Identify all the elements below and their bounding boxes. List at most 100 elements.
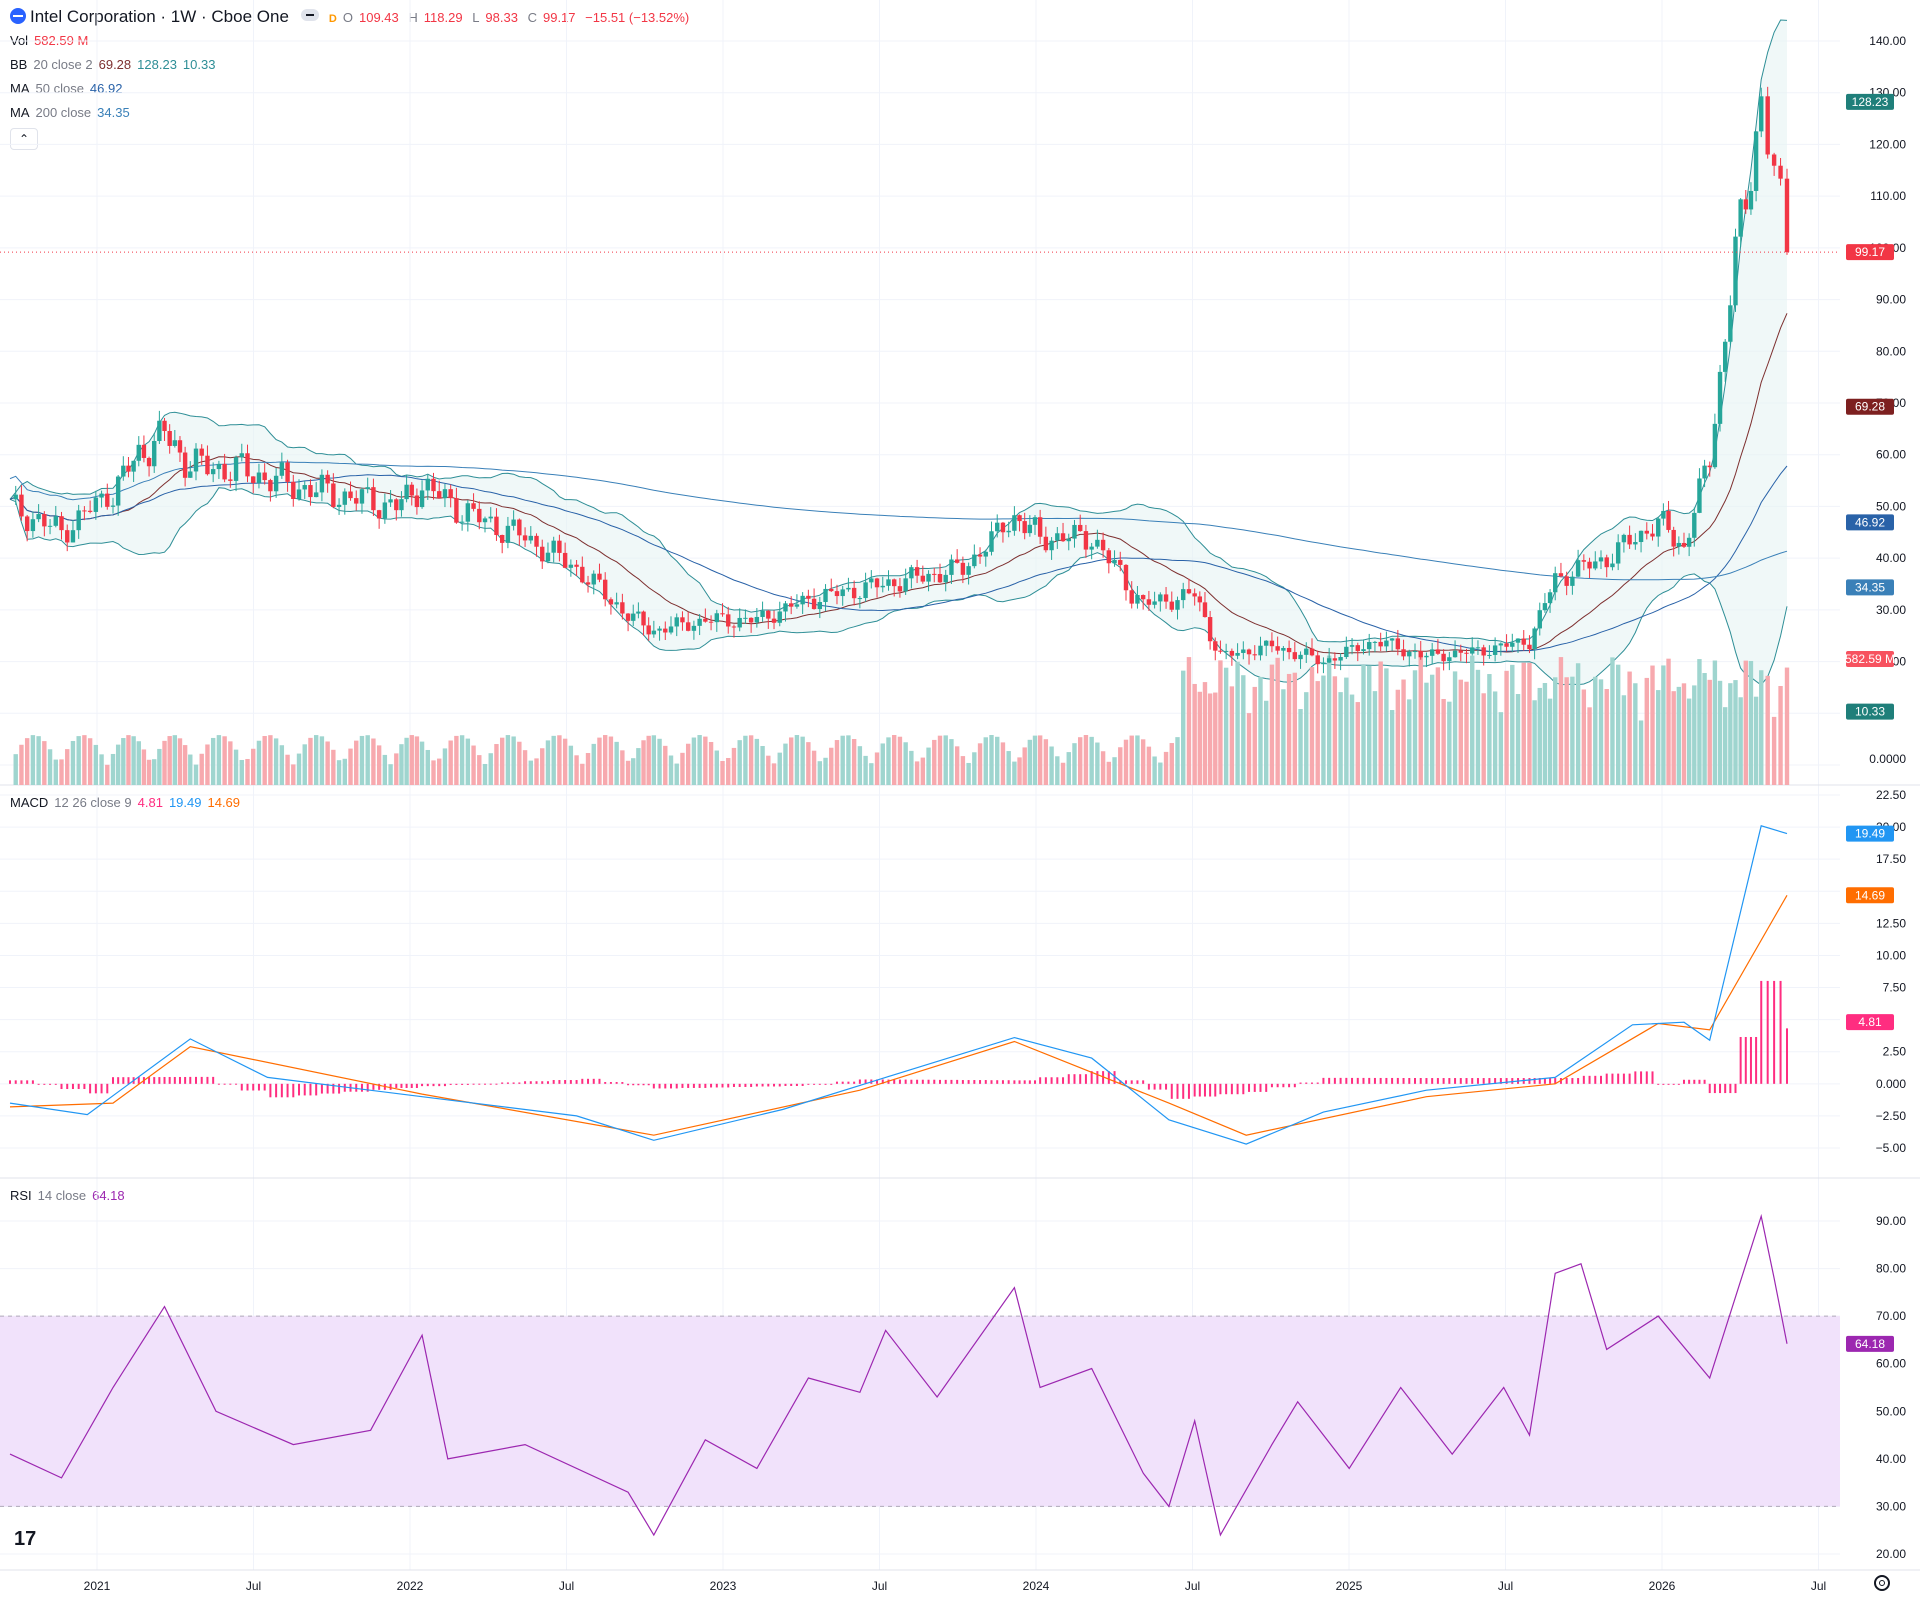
- candle-body: [823, 588, 828, 603]
- macd-hist-bar: [37, 1083, 40, 1085]
- tradingview-logo[interactable]: 17: [14, 1528, 37, 1550]
- candle-body: [1241, 649, 1246, 653]
- macd-hist-bar: [1693, 1079, 1696, 1084]
- legend-rsi[interactable]: RSI 14 close 64.18: [10, 1188, 125, 1203]
- macd-hist-bar: [687, 1083, 690, 1088]
- macd-hist-bar: [727, 1083, 730, 1088]
- volume-bar: [371, 738, 376, 785]
- volume-bar: [399, 744, 404, 785]
- macd-hist-bar: [784, 1083, 787, 1086]
- macd-hist-bar: [31, 1080, 34, 1084]
- volume-bar: [1112, 757, 1117, 785]
- volume-bar: [1575, 663, 1581, 785]
- volume-bar: [1671, 691, 1676, 785]
- macd-hist-bar: [853, 1081, 856, 1084]
- legend-ma200[interactable]: MA 200 close 34.35: [10, 105, 130, 120]
- candle-body: [1401, 649, 1406, 657]
- hist-badge: [1846, 1014, 1894, 1031]
- candle-body: [943, 574, 948, 583]
- volume-bar: [162, 740, 167, 785]
- candle-body: [1621, 534, 1627, 543]
- candle-body: [703, 618, 708, 622]
- volume-bar: [989, 735, 994, 785]
- candle-body: [121, 465, 126, 477]
- volume-bar: [216, 735, 222, 785]
- candle-body: [1344, 646, 1349, 658]
- macd-hist-bar: [1499, 1078, 1502, 1084]
- candle-body: [210, 469, 216, 475]
- macd-hist-bar: [206, 1076, 209, 1084]
- volume-bar: [296, 753, 302, 785]
- volume-bar: [1049, 746, 1054, 785]
- volume-bar: [880, 743, 885, 785]
- candle-body: [540, 546, 545, 562]
- macd-hist-bar: [1724, 1083, 1727, 1094]
- volume-bar: [1000, 742, 1006, 785]
- candle-body: [1163, 594, 1169, 602]
- candle-body: [131, 460, 136, 472]
- candle-body: [30, 519, 36, 532]
- macd-hist-bar: [801, 1083, 804, 1086]
- candle-body: [1610, 563, 1615, 568]
- volume-bar: [99, 754, 104, 785]
- candle-body: [1372, 641, 1378, 643]
- macd-hist-bar: [112, 1077, 115, 1084]
- legend-bb[interactable]: BB 20 close 2 69.28 128.23 10.33: [10, 57, 216, 72]
- volume-bar: [846, 735, 851, 785]
- volume-bar: [157, 748, 162, 785]
- macd-hist-bar: [137, 1077, 140, 1084]
- macd-hist-bar: [1039, 1077, 1042, 1084]
- symbol-title[interactable]: Intel Corporation · 1W · Cboe One: [30, 7, 289, 26]
- candle-body: [256, 472, 262, 483]
- volume-bar: [834, 740, 840, 785]
- macd-hist-bar: [426, 1083, 429, 1087]
- candle-body: [146, 457, 152, 467]
- candle-body: [205, 455, 210, 475]
- candle-body: [1326, 658, 1332, 663]
- volume-bar: [1570, 676, 1575, 785]
- macd-line: [9, 825, 1788, 1145]
- macd-hist-bar: [366, 1083, 369, 1092]
- macd-hist-bar: [1001, 1080, 1004, 1084]
- volume-bar: [1515, 694, 1521, 785]
- macd-hist-bar: [257, 1083, 260, 1091]
- candle-body: [431, 478, 436, 492]
- volume-bar: [914, 761, 920, 785]
- volume-bar: [909, 750, 914, 785]
- volume-bar: [1017, 757, 1022, 785]
- macd-hist-bar: [501, 1082, 504, 1084]
- candle-body: [668, 626, 674, 633]
- data-badge: D: [328, 13, 337, 25]
- legend-macd[interactable]: MACD 12 26 close 9 4.81 19.49 14.69: [10, 795, 241, 810]
- pill-toggle-icon[interactable]: [300, 9, 319, 21]
- macd-hist-bar: [1505, 1078, 1508, 1084]
- candle-body: [1418, 651, 1423, 658]
- candle-body: [1743, 199, 1748, 210]
- candle-body: [691, 625, 697, 631]
- volume-bar: [1650, 665, 1655, 785]
- candle-body: [414, 495, 420, 508]
- bb-basis-badge: [1846, 398, 1894, 415]
- macd-hist-bar: [194, 1076, 197, 1084]
- macd-hist-bar: [984, 1080, 987, 1084]
- settings-gear-icon[interactable]: [1874, 1575, 1890, 1591]
- price-axis-label: 110.00: [1870, 189, 1906, 203]
- macd-hist-bar: [1391, 1077, 1394, 1084]
- candle-body: [110, 505, 116, 507]
- macd-hist-bar: [303, 1083, 306, 1096]
- candle-body: [1060, 533, 1066, 542]
- volume-bar: [42, 741, 47, 785]
- volume-bar: [1733, 680, 1738, 785]
- macd-hist-bar: [1248, 1083, 1251, 1092]
- volume-bar: [273, 738, 279, 785]
- candle-body: [641, 611, 646, 626]
- volume-bar: [13, 754, 18, 785]
- volume-bar: [1712, 660, 1718, 785]
- volume-badge: [1846, 650, 1894, 667]
- volume-bar: [1252, 686, 1257, 785]
- candle-body: [319, 474, 325, 493]
- macd-hist-bar: [715, 1083, 718, 1088]
- volume-bar: [1264, 700, 1269, 785]
- symbol-header[interactable]: Intel Corporation · 1W · Cboe One D O 109.4…: [10, 8, 701, 27]
